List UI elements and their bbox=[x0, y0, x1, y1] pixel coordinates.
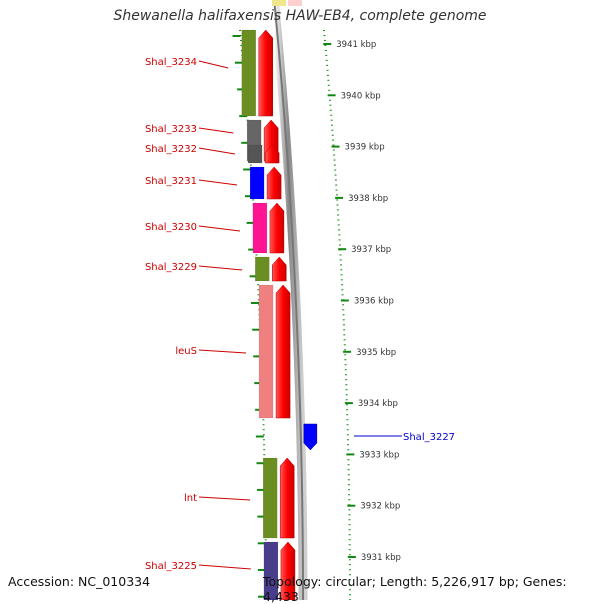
ruler-label: 3937 kbp bbox=[351, 245, 391, 255]
gene-label-line bbox=[198, 147, 236, 155]
gene-label-line bbox=[198, 496, 251, 501]
gene-cds-arrow[interactable] bbox=[264, 144, 280, 164]
gene-label-line bbox=[198, 127, 234, 134]
gene-label[interactable]: Shal_3231 bbox=[145, 176, 197, 187]
gene-label-line bbox=[198, 179, 238, 186]
ruler-label: 3935 kbp bbox=[356, 348, 396, 358]
gene-label-line bbox=[198, 349, 247, 354]
gene-label-line bbox=[198, 265, 243, 271]
genome-backbone-core bbox=[273, 0, 304, 601]
outer-dotted-track bbox=[323, 29, 351, 601]
ruler-label: 3941 kbp bbox=[336, 40, 376, 50]
gene-cog-box[interactable] bbox=[247, 144, 263, 164]
gene-label[interactable]: Shal_3225 bbox=[145, 561, 197, 572]
partial-feature-top-red bbox=[288, 0, 302, 6]
ruler-label: 3931 kbp bbox=[361, 553, 401, 563]
gene-cds-arrow[interactable] bbox=[266, 166, 282, 200]
gene-cds-arrow[interactable] bbox=[303, 423, 318, 451]
gene-cog-box[interactable] bbox=[252, 202, 268, 254]
gene-cog-box[interactable] bbox=[258, 284, 274, 419]
ruler-label: 3932 kbp bbox=[360, 502, 400, 512]
gene-cog-box[interactable] bbox=[262, 457, 278, 539]
ruler-label: 3936 kbp bbox=[354, 297, 394, 307]
ruler-label: 3933 kbp bbox=[359, 450, 399, 460]
accession-label: Accession: NC_010334 bbox=[8, 574, 151, 589]
gene-cog-box[interactable] bbox=[241, 29, 257, 117]
ruler-label: 3939 kbp bbox=[345, 143, 385, 153]
ruler-label: 3934 kbp bbox=[358, 399, 398, 409]
gene-cds-arrow[interactable] bbox=[269, 202, 285, 254]
gene-label-line bbox=[198, 225, 241, 232]
partial-feature-top bbox=[272, 0, 286, 6]
gene-label[interactable]: Shal_3227 bbox=[403, 432, 455, 443]
ruler-label: 3940 kbp bbox=[341, 91, 381, 101]
gene-label[interactable]: Shal_3230 bbox=[145, 222, 197, 233]
ruler-label: 3938 kbp bbox=[348, 194, 388, 204]
gene-cog-box[interactable] bbox=[254, 256, 270, 282]
gene-cds-arrow[interactable] bbox=[258, 29, 274, 117]
gene-label[interactable]: leuS bbox=[175, 346, 197, 357]
gene-label-line bbox=[198, 564, 251, 570]
map-title: Shewanella halifaxensis HAW-EB4, complet… bbox=[113, 8, 487, 24]
gene-cds-arrow[interactable] bbox=[271, 256, 287, 282]
gene-label[interactable]: Shal_3229 bbox=[145, 262, 197, 273]
gene-cds-arrow[interactable] bbox=[275, 284, 291, 419]
gene-label[interactable]: Shal_3233 bbox=[145, 124, 197, 135]
gene-label[interactable]: Shal_3234 bbox=[145, 57, 197, 68]
gene-label[interactable]: Shal_3232 bbox=[145, 144, 197, 155]
gene-label-line bbox=[198, 60, 229, 69]
gene-label[interactable]: lnt bbox=[184, 493, 197, 504]
gene-cds-arrow[interactable] bbox=[279, 457, 295, 539]
gene-cog-box[interactable] bbox=[249, 166, 265, 200]
